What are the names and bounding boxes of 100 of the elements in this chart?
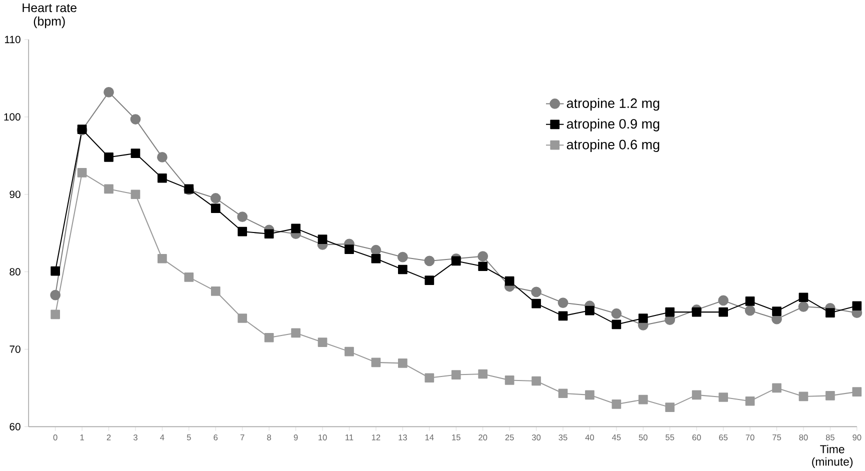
point bbox=[718, 295, 729, 306]
x-tick-label: 35 bbox=[558, 434, 568, 440]
point bbox=[371, 254, 381, 264]
point bbox=[745, 296, 755, 306]
x-tick-label: 12 bbox=[372, 434, 380, 440]
point bbox=[718, 307, 728, 317]
point bbox=[798, 301, 809, 312]
point bbox=[478, 369, 488, 378]
point bbox=[318, 234, 328, 244]
point bbox=[318, 337, 328, 347]
point bbox=[264, 332, 274, 342]
point bbox=[130, 148, 140, 158]
x-tick-label: 55 bbox=[666, 434, 674, 440]
point bbox=[104, 152, 114, 162]
point bbox=[370, 244, 382, 256]
point bbox=[184, 272, 194, 282]
legend-label: atropine 0.9 mg bbox=[566, 118, 660, 132]
point bbox=[692, 307, 702, 317]
point bbox=[744, 305, 756, 316]
x-tick-label: 11 bbox=[346, 434, 354, 440]
point bbox=[344, 346, 354, 356]
point bbox=[104, 86, 114, 98]
y-axis-title: Heart rate (bpm) bbox=[22, 3, 76, 28]
x-tick-label: 60 bbox=[692, 434, 701, 440]
x-axis-title: Time (minute) bbox=[812, 444, 853, 468]
x-tick-label: 2 bbox=[106, 434, 111, 440]
point bbox=[371, 358, 381, 367]
point bbox=[718, 392, 728, 402]
x-tick-label: 9 bbox=[294, 434, 298, 440]
point bbox=[558, 388, 568, 398]
point bbox=[398, 264, 408, 274]
x-tick-label: 45 bbox=[612, 434, 621, 440]
point bbox=[451, 370, 461, 380]
point bbox=[424, 373, 434, 382]
point bbox=[451, 256, 461, 266]
x-tick-label: 75 bbox=[772, 434, 782, 440]
point bbox=[638, 394, 648, 404]
point bbox=[50, 290, 61, 300]
point bbox=[210, 192, 221, 204]
x-tick-label: 65 bbox=[719, 434, 728, 440]
point bbox=[612, 320, 622, 329]
point bbox=[130, 114, 141, 124]
point bbox=[638, 313, 648, 323]
y-tick-label: 80 bbox=[10, 268, 20, 276]
x-tick-label: 5 bbox=[186, 434, 191, 440]
point bbox=[826, 308, 835, 318]
point bbox=[585, 306, 594, 315]
x-tick-label: 20 bbox=[478, 434, 488, 440]
x-tick-label: 25 bbox=[505, 434, 514, 440]
x-tick-label: 90 bbox=[852, 434, 862, 440]
point bbox=[397, 252, 408, 262]
point bbox=[772, 306, 782, 316]
x-tick-label: 8 bbox=[267, 434, 272, 440]
point bbox=[237, 211, 248, 222]
point bbox=[264, 228, 274, 238]
point bbox=[291, 328, 300, 338]
point bbox=[852, 386, 862, 396]
y-tick-label: 90 bbox=[10, 190, 20, 198]
point bbox=[210, 203, 220, 213]
point bbox=[50, 310, 60, 319]
point bbox=[585, 390, 594, 400]
x-tick-label: 3 bbox=[133, 434, 138, 440]
x-tick-label: 30 bbox=[532, 434, 541, 440]
point bbox=[424, 256, 435, 266]
x-tick-label: 70 bbox=[746, 434, 754, 440]
y-tick-label: 60 bbox=[10, 422, 20, 430]
point bbox=[424, 275, 434, 285]
point bbox=[478, 262, 488, 271]
point bbox=[745, 396, 755, 406]
legend-label: atropine 0.6 mg bbox=[566, 139, 660, 152]
point bbox=[77, 168, 87, 178]
x-tick-label: 15 bbox=[452, 434, 460, 440]
x-tick-label: 4 bbox=[160, 434, 164, 440]
point bbox=[612, 399, 622, 409]
point bbox=[104, 184, 114, 194]
point bbox=[157, 152, 168, 162]
y-tick-label: 110 bbox=[5, 36, 20, 43]
point bbox=[692, 390, 702, 400]
point bbox=[798, 292, 808, 302]
point bbox=[504, 375, 514, 385]
x-tick-label: 85 bbox=[826, 434, 834, 440]
point bbox=[611, 308, 622, 319]
point bbox=[158, 254, 167, 264]
point bbox=[852, 301, 862, 310]
point bbox=[798, 392, 808, 401]
point bbox=[531, 286, 542, 297]
x-tick-label: 80 bbox=[799, 434, 808, 440]
y-tick-label: 100 bbox=[4, 113, 20, 120]
point bbox=[130, 190, 140, 199]
point bbox=[398, 358, 408, 368]
point bbox=[210, 286, 220, 296]
point bbox=[558, 311, 568, 320]
point bbox=[558, 297, 568, 308]
point bbox=[291, 224, 300, 233]
x-tick-label: 40 bbox=[585, 434, 594, 440]
point bbox=[504, 276, 514, 286]
y-tick-label: 70 bbox=[10, 345, 20, 353]
x-tick-label: 6 bbox=[214, 434, 218, 440]
x-tick-label: 1 bbox=[80, 434, 84, 440]
point bbox=[158, 173, 167, 183]
